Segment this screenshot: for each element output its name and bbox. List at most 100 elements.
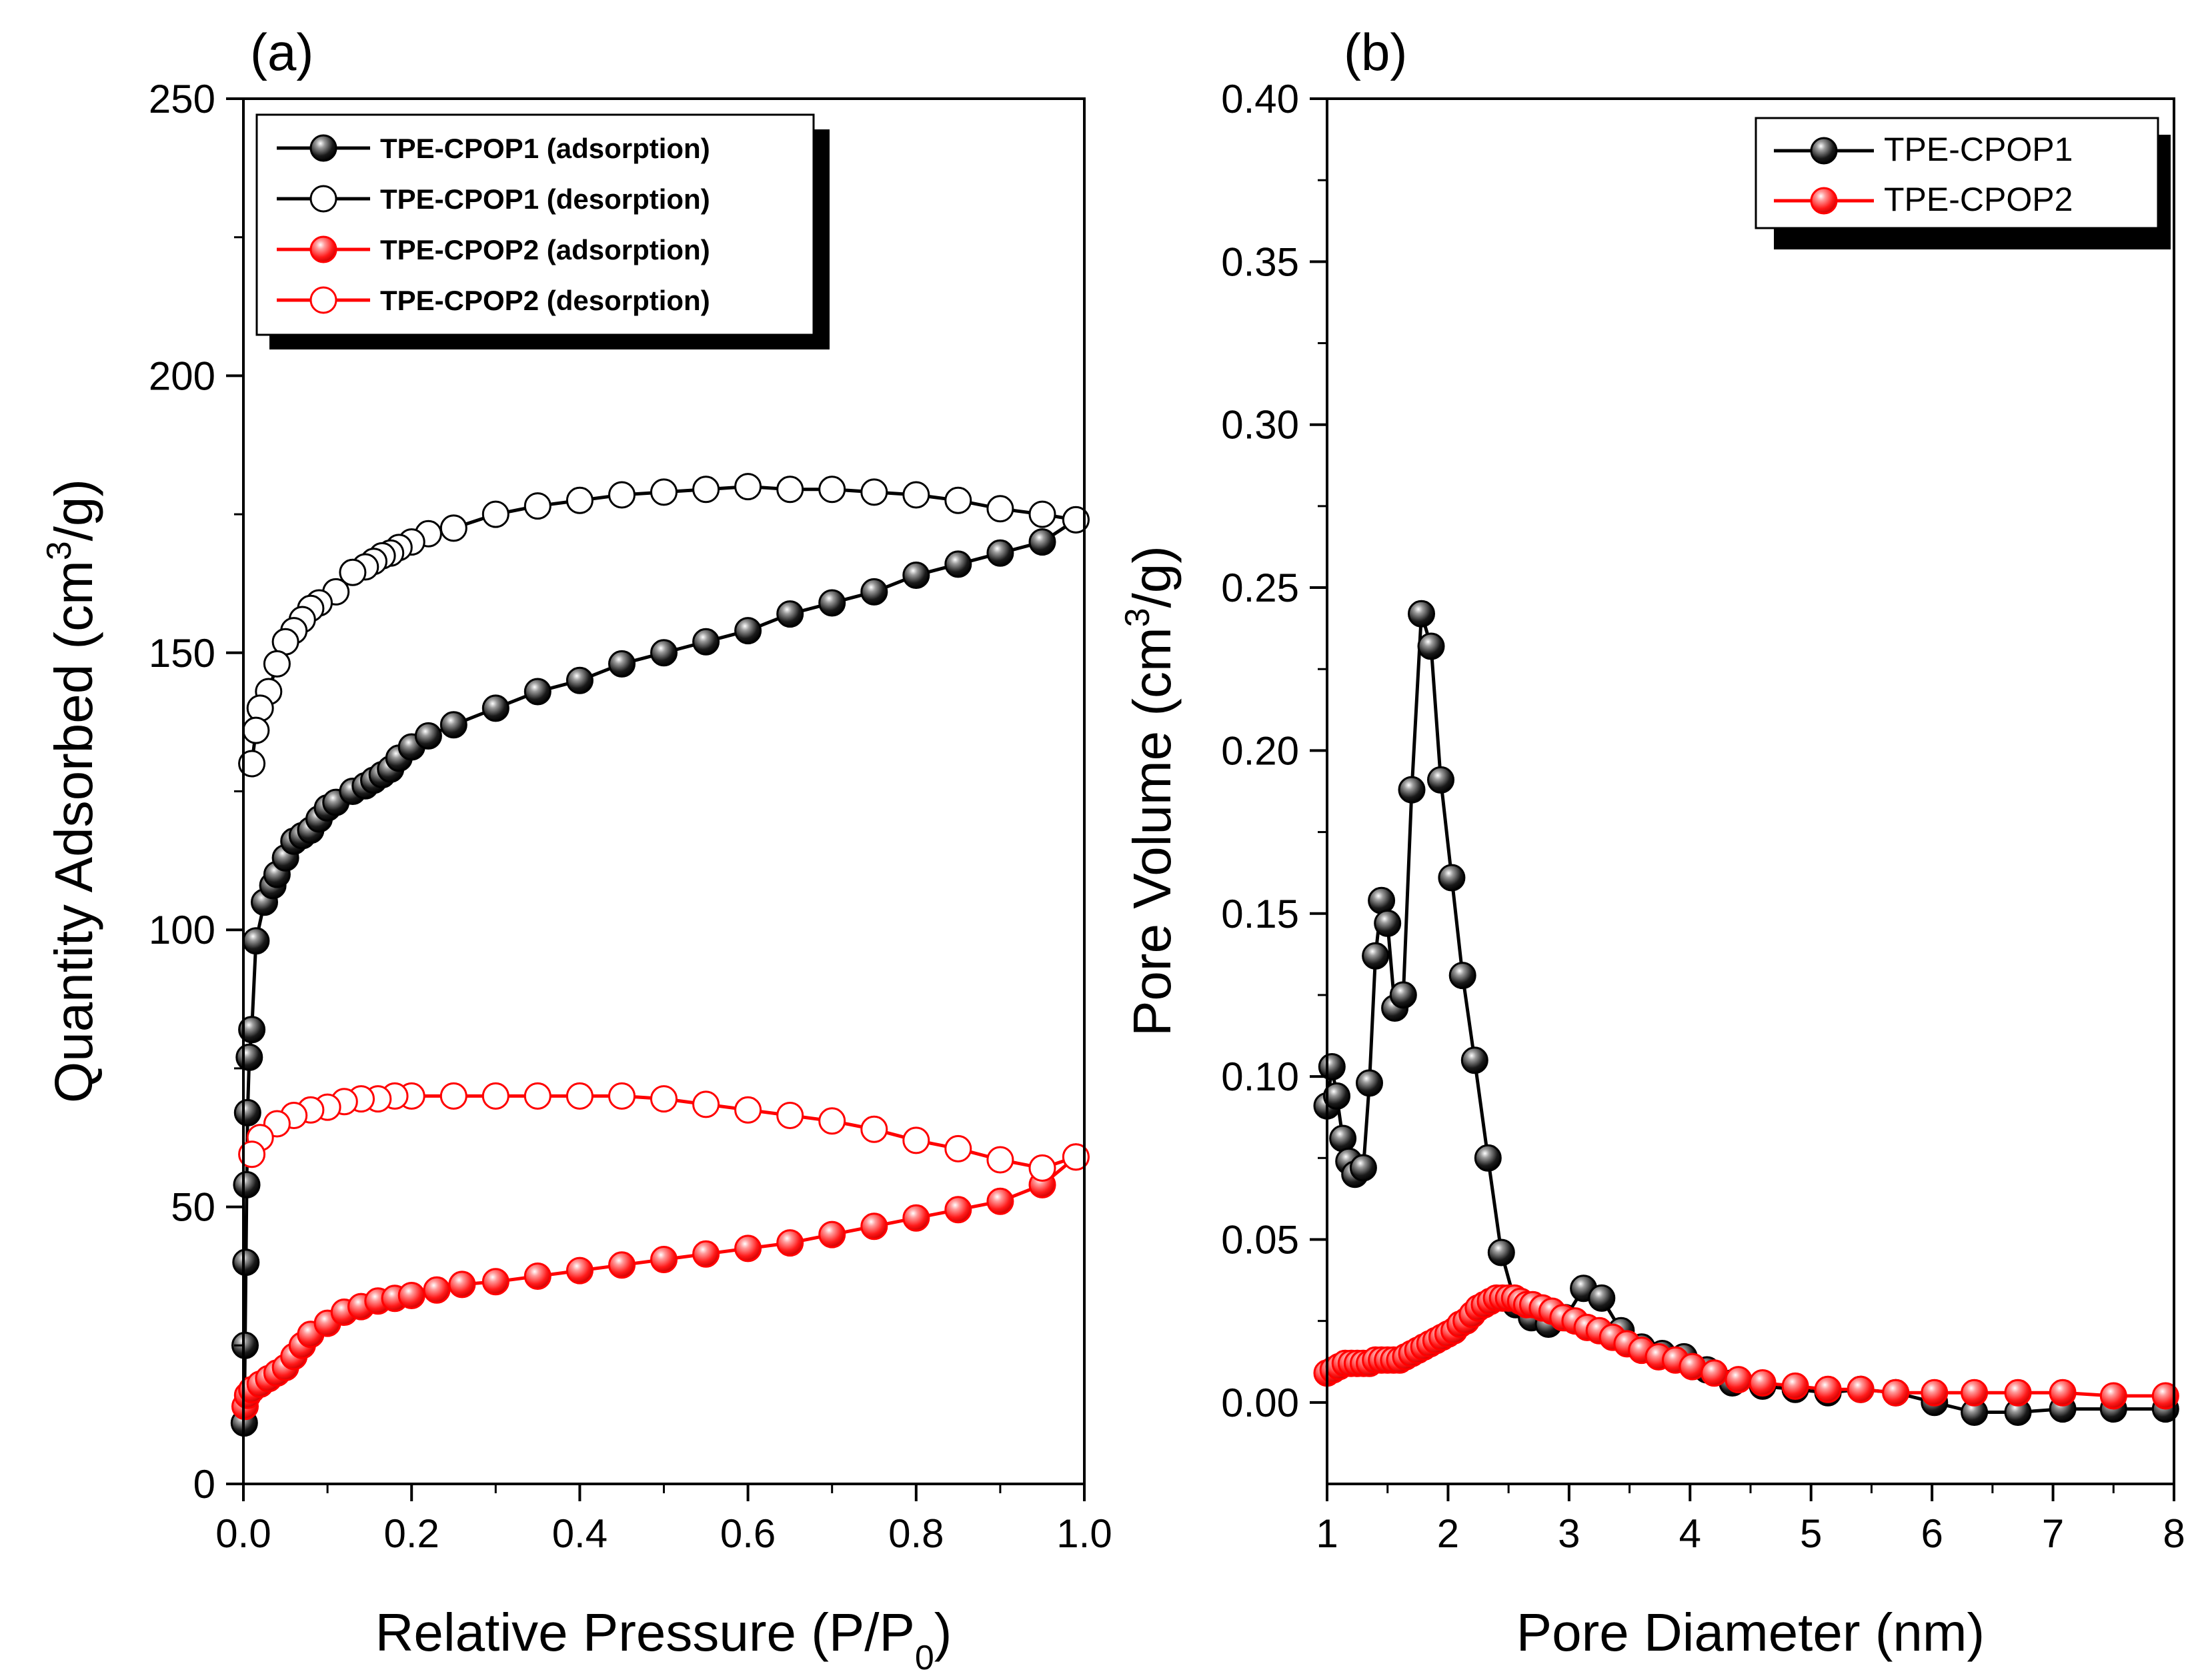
data-point-tpe-cpop1-adsorption (238, 1016, 266, 1044)
data-point-tpe-cpop2-adsorption (448, 1271, 476, 1299)
data-point-tpe-cpop1 (1408, 600, 1435, 628)
data-point-tpe-cpop2-desorption (818, 1107, 846, 1135)
data-point-tpe-cpop1-adsorption (233, 1098, 261, 1126)
data-point-tpe-cpop1 (1356, 1069, 1383, 1097)
data-point-tpe-cpop2 (1847, 1375, 1875, 1403)
panel-a-x-tick-label: 0.4 (552, 1511, 608, 1556)
series-line-tpe-cpop1 (1325, 612, 2166, 1414)
panel-b-y-tick-label: 0.05 (1221, 1217, 1299, 1262)
panel-a-y-tick-label: 150 (149, 631, 215, 676)
data-point-tpe-cpop2-adsorption (776, 1229, 804, 1257)
data-point-tpe-cpop1 (1323, 1082, 1350, 1110)
data-point-tpe-cpop1-desorption (1062, 506, 1090, 534)
data-point-tpe-cpop1-desorption (523, 492, 552, 520)
data-point-tpe-cpop1 (1389, 981, 1417, 1009)
data-point-tpe-cpop1-desorption (734, 473, 762, 501)
data-point-tpe-cpop1 (1349, 1154, 1377, 1182)
data-point-tpe-cpop1-adsorption (233, 1170, 261, 1198)
data-point-tpe-cpop2-desorption (1028, 1154, 1056, 1182)
panel-b-legend: TPE-CPOP1 TPE-CPOP2 (1755, 117, 2171, 249)
panel-b-x-tick-label: 8 (2163, 1511, 2185, 1556)
data-point-tpe-cpop1-adsorption (566, 666, 594, 694)
panel-b-legend-items: TPE-CPOP1 TPE-CPOP2 (1774, 131, 2073, 218)
data-point-tpe-cpop1-adsorption (902, 562, 930, 589)
legend-marker-tpe-cpop2-desorption (309, 286, 337, 314)
data-point-tpe-cpop1-desorption (986, 495, 1014, 523)
data-point-tpe-cpop2 (1749, 1369, 1777, 1397)
data-point-tpe-cpop2 (1882, 1379, 1910, 1407)
data-point-tpe-cpop1 (1318, 1053, 1346, 1080)
panel-a-ticks: 0.0 0.2 0.4 0.6 0.8 1.0 0 50 100 150 200 250 (149, 77, 1112, 1556)
panel-a-x-tick-label: 1.0 (1056, 1511, 1112, 1556)
panel-a-x-tick-label: 0.2 (383, 1511, 439, 1556)
data-point-tpe-cpop1-adsorption (1028, 528, 1056, 556)
data-point-tpe-cpop1-desorption (339, 558, 367, 586)
legend-marker-tpe-cpop1-adsorption (309, 134, 337, 162)
series-tpe-cpop1-adsorption (230, 506, 1090, 1437)
data-point-tpe-cpop2-adsorption (523, 1263, 552, 1290)
data-point-tpe-cpop1-adsorption (235, 1043, 263, 1071)
data-point-tpe-cpop1-desorption (481, 500, 509, 528)
data-point-tpe-cpop2 (1921, 1379, 1949, 1407)
panel-b-x-tick-label: 1 (1316, 1511, 1338, 1556)
data-point-tpe-cpop1-desorption (860, 478, 888, 506)
data-point-tpe-cpop1-desorption (608, 481, 636, 509)
data-point-tpe-cpop2-desorption (608, 1082, 636, 1110)
panel-b-x-tick-label: 2 (1437, 1511, 1459, 1556)
series-tpe-cpop2 (1313, 1284, 2179, 1410)
data-point-tpe-cpop2 (2004, 1379, 2032, 1407)
data-point-tpe-cpop2-adsorption (944, 1196, 972, 1224)
data-point-tpe-cpop1-adsorption (481, 694, 509, 722)
data-point-tpe-cpop1 (1460, 1046, 1488, 1074)
data-point-tpe-cpop2-adsorption (423, 1276, 451, 1304)
legend-marker-tpe-cpop2-adsorption (309, 235, 337, 263)
panel-b-plot-area (1313, 600, 2179, 1426)
panel-b-ticks: 1 2 3 4 5 6 7 8 0.00 0.05 0.10 0.15 0.20 0.25 0.30 0.35… (1221, 77, 2185, 1556)
legend-label-tpe-cpop1-desorption: TPE-CPOP1 (desorption) (380, 183, 710, 215)
panel-b-y-tick-label: 0.15 (1221, 892, 1299, 936)
panel-b-y-tick-label: 0.10 (1221, 1054, 1299, 1099)
panel-a-x-tick-label: 0.6 (720, 1511, 776, 1556)
legend-marker-tpe-cpop2 (1810, 187, 1838, 215)
data-point-tpe-cpop2-adsorption (608, 1251, 636, 1279)
panel-a-y-tick-label: 250 (149, 77, 215, 121)
panel-b-label: (b) (1344, 23, 1407, 81)
data-point-tpe-cpop2-desorption (692, 1090, 720, 1118)
data-point-tpe-cpop1 (1398, 776, 1426, 804)
data-point-tpe-cpop1-desorption (818, 476, 846, 504)
panel-a-plot-area (230, 473, 1090, 1437)
series-tpe-cpop2-adsorption (231, 1143, 1090, 1421)
panel-a-x-tick-label: 0.8 (888, 1511, 944, 1556)
panel-b-x-tick-label: 6 (1921, 1511, 1943, 1556)
panel-b-x-tick-label: 3 (1558, 1511, 1580, 1556)
data-point-tpe-cpop2-adsorption (902, 1204, 930, 1232)
data-point-tpe-cpop1 (1487, 1238, 1515, 1267)
data-point-tpe-cpop1-adsorption (608, 650, 636, 678)
data-point-tpe-cpop2 (2099, 1382, 2127, 1410)
data-point-tpe-cpop1 (1588, 1284, 1616, 1312)
data-point-tpe-cpop1-adsorption (414, 722, 442, 750)
data-point-tpe-cpop1-adsorption (734, 617, 762, 645)
data-point-tpe-cpop1-desorption (242, 716, 270, 744)
data-point-tpe-cpop1-adsorption (692, 628, 720, 656)
panel-b-frame (1326, 97, 2175, 1485)
panel-b-y-tick-label: 0.25 (1221, 566, 1299, 610)
panel-b: (b) 1 2 3 4 5 6 7 8 0.00 0.05 0.10 0.15 0.20 0.25 0.30… (1118, 23, 2185, 1662)
data-point-tpe-cpop1 (1362, 942, 1390, 970)
panel-a-y-tick-label: 100 (149, 908, 215, 952)
data-point-tpe-cpop2-desorption (523, 1082, 552, 1110)
data-point-tpe-cpop1-adsorption (776, 600, 804, 628)
legend-marker-tpe-cpop1-desorption (309, 185, 337, 213)
legend-label-tpe-cpop1: TPE-CPOP1 (1884, 131, 2073, 168)
panel-b-y-tick-label: 0.20 (1221, 728, 1299, 773)
data-point-tpe-cpop2 (1814, 1375, 1842, 1403)
data-point-tpe-cpop1-adsorption (986, 539, 1014, 567)
data-point-tpe-cpop2-adsorption (818, 1220, 846, 1248)
panel-a-legend-box (255, 113, 815, 336)
data-point-tpe-cpop1-adsorption (523, 678, 552, 706)
panel-b-y-axis-title: Pore Volume (cm3/g) (1118, 546, 1182, 1036)
panel-a-y-tick-label: 50 (171, 1185, 215, 1230)
data-point-tpe-cpop1 (1474, 1144, 1502, 1172)
data-point-tpe-cpop2-desorption (439, 1082, 467, 1110)
